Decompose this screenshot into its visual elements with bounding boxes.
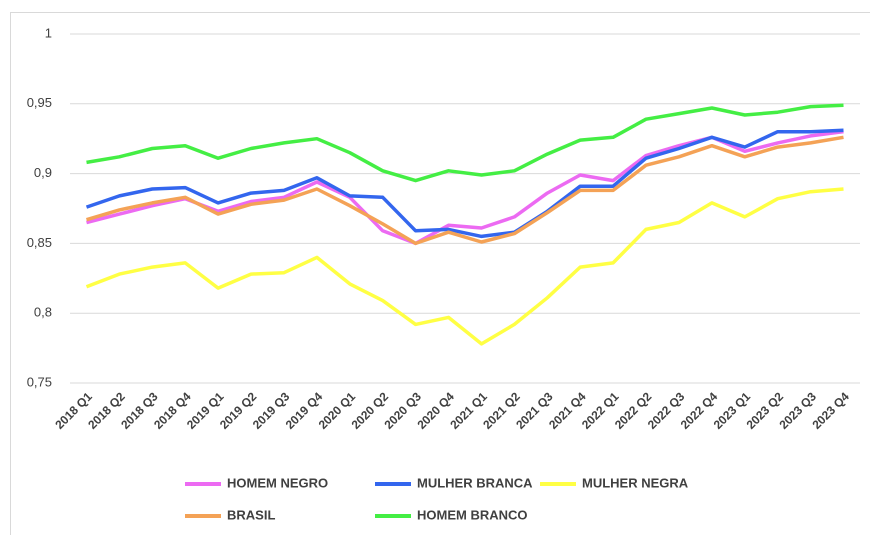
- y-tick-label: 0,85: [27, 235, 52, 250]
- series-line: [86, 103, 844, 183]
- y-tick-label: 0,95: [27, 95, 52, 110]
- series-line: [85, 187, 844, 346]
- legend-label: HOMEM BRANCO: [417, 507, 528, 522]
- legend-label: MULHER BRANCA: [417, 475, 533, 490]
- y-tick-label: 1: [45, 25, 52, 40]
- legend-label: BRASIL: [227, 507, 275, 522]
- y-tick-label: 0,9: [34, 165, 52, 180]
- chart-frame: [10, 12, 870, 535]
- legend-label: HOMEM NEGRO: [227, 475, 328, 490]
- y-tick-label: 0,8: [34, 305, 52, 320]
- legend-label: MULHER NEGRA: [582, 475, 689, 490]
- series-line: [86, 135, 844, 246]
- y-tick-label: 0,75: [27, 374, 52, 389]
- x-tick-label: 2023 Q4: [809, 389, 852, 432]
- series-line: [86, 129, 844, 246]
- series-line: [85, 128, 844, 239]
